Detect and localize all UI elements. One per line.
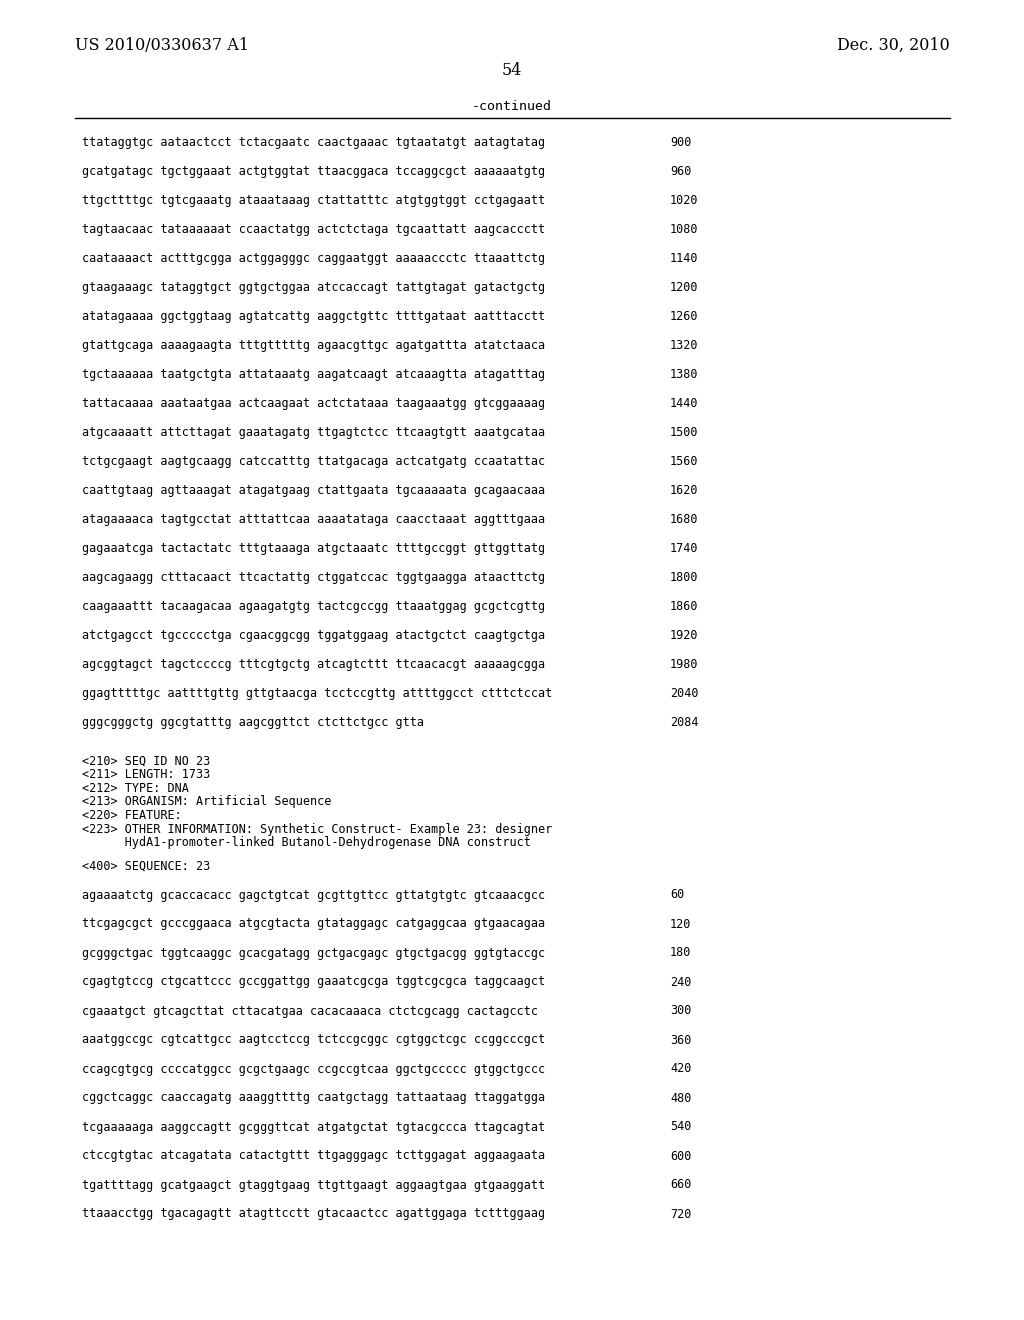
Text: tattacaaaa aaataatgaa actcaagaat actctataaa taagaaatgg gtcggaaaag: tattacaaaa aaataatgaa actcaagaat actctat… [82,397,545,411]
Text: tagtaacaac tataaaaaat ccaactatgg actctctaga tgcaattatt aagcaccctt: tagtaacaac tataaaaaat ccaactatgg actctct… [82,223,545,236]
Text: 1080: 1080 [670,223,698,236]
Text: Dec. 30, 2010: Dec. 30, 2010 [838,37,950,54]
Text: -continued: -continued [472,100,552,114]
Text: 60: 60 [670,888,684,902]
Text: 300: 300 [670,1005,691,1018]
Text: 1020: 1020 [670,194,698,207]
Text: <212> TYPE: DNA: <212> TYPE: DNA [82,781,188,795]
Text: 360: 360 [670,1034,691,1047]
Text: US 2010/0330637 A1: US 2010/0330637 A1 [75,37,249,54]
Text: tctgcgaagt aagtgcaagg catccatttg ttatgacaga actcatgatg ccaatattac: tctgcgaagt aagtgcaagg catccatttg ttatgac… [82,455,545,469]
Text: <213> ORGANISM: Artificial Sequence: <213> ORGANISM: Artificial Sequence [82,796,332,808]
Text: 600: 600 [670,1150,691,1163]
Text: 1140: 1140 [670,252,698,265]
Text: 240: 240 [670,975,691,989]
Text: 480: 480 [670,1092,691,1105]
Text: 180: 180 [670,946,691,960]
Text: agaaaatctg gcaccacacc gagctgtcat gcgttgttcc gttatgtgtc gtcaaacgcc: agaaaatctg gcaccacacc gagctgtcat gcgttgt… [82,888,545,902]
Text: <210> SEQ ID NO 23: <210> SEQ ID NO 23 [82,755,210,768]
Text: atctgagcct tgccccctga cgaacggcgg tggatggaag atactgctct caagtgctga: atctgagcct tgccccctga cgaacggcgg tggatgg… [82,630,545,642]
Text: 960: 960 [670,165,691,178]
Text: HydA1-promoter-linked Butanol-Dehydrogenase DNA construct: HydA1-promoter-linked Butanol-Dehydrogen… [82,836,530,849]
Text: tgctaaaaaa taatgctgta attataaatg aagatcaagt atcaaagtta atagatttag: tgctaaaaaa taatgctgta attataaatg aagatca… [82,368,545,381]
Text: 900: 900 [670,136,691,149]
Text: 1740: 1740 [670,543,698,554]
Text: ttcgagcgct gcccggaaca atgcgtacta gtataggagc catgaggcaa gtgaacagaa: ttcgagcgct gcccggaaca atgcgtacta gtatagg… [82,917,545,931]
Text: gcgggctgac tggtcaaggc gcacgatagg gctgacgagc gtgctgacgg ggtgtaccgc: gcgggctgac tggtcaaggc gcacgatagg gctgacg… [82,946,545,960]
Text: caattgtaag agttaaagat atagatgaag ctattgaata tgcaaaaata gcagaacaaa: caattgtaag agttaaagat atagatgaag ctattga… [82,484,545,498]
Text: 1800: 1800 [670,572,698,583]
Text: aagcagaagg ctttacaact ttcactattg ctggatccac tggtgaagga ataacttctg: aagcagaagg ctttacaact ttcactattg ctggatc… [82,572,545,583]
Text: gggcgggctg ggcgtatttg aagcggttct ctcttctgcc gtta: gggcgggctg ggcgtatttg aagcggttct ctcttct… [82,715,424,729]
Text: <223> OTHER INFORMATION: Synthetic Construct- Example 23: designer: <223> OTHER INFORMATION: Synthetic Const… [82,822,552,836]
Text: 2084: 2084 [670,715,698,729]
Text: caagaaattt tacaagacaa agaagatgtg tactcgccgg ttaaatggag gcgctcgttg: caagaaattt tacaagacaa agaagatgtg tactcgc… [82,601,545,612]
Text: 1680: 1680 [670,513,698,525]
Text: 1920: 1920 [670,630,698,642]
Text: <211> LENGTH: 1733: <211> LENGTH: 1733 [82,768,210,781]
Text: 1320: 1320 [670,339,698,352]
Text: 2040: 2040 [670,686,698,700]
Text: atgcaaaatt attcttagat gaaatagatg ttgagtctcc ttcaagtgtt aaatgcataa: atgcaaaatt attcttagat gaaatagatg ttgagtc… [82,426,545,440]
Text: 420: 420 [670,1063,691,1076]
Text: ttataggtgc aataactcct tctacgaatc caactgaaac tgtaatatgt aatagtatag: ttataggtgc aataactcct tctacgaatc caactga… [82,136,545,149]
Text: 1260: 1260 [670,310,698,323]
Text: <400> SEQUENCE: 23: <400> SEQUENCE: 23 [82,859,210,873]
Text: tgattttagg gcatgaagct gtaggtgaag ttgttgaagt aggaagtgaa gtgaaggatt: tgattttagg gcatgaagct gtaggtgaag ttgttga… [82,1179,545,1192]
Text: 1560: 1560 [670,455,698,469]
Text: 54: 54 [502,62,522,79]
Text: gagaaatcga tactactatc tttgtaaaga atgctaaatc ttttgccggt gttggttatg: gagaaatcga tactactatc tttgtaaaga atgctaa… [82,543,545,554]
Text: cggctcaggc caaccagatg aaaggttttg caatgctagg tattaataag ttaggatgga: cggctcaggc caaccagatg aaaggttttg caatgct… [82,1092,545,1105]
Text: 720: 720 [670,1208,691,1221]
Text: 1860: 1860 [670,601,698,612]
Text: 1200: 1200 [670,281,698,294]
Text: gcatgatagc tgctggaaat actgtggtat ttaacggaca tccaggcgct aaaaaatgtg: gcatgatagc tgctggaaat actgtggtat ttaacgg… [82,165,545,178]
Text: tcgaaaaaga aaggccagtt gcgggttcat atgatgctat tgtacgccca ttagcagtat: tcgaaaaaga aaggccagtt gcgggttcat atgatgc… [82,1121,545,1134]
Text: gtattgcaga aaaagaagta tttgtttttg agaacgttgc agatgattta atatctaaca: gtattgcaga aaaagaagta tttgtttttg agaacgt… [82,339,545,352]
Text: ccagcgtgcg ccccatggcc gcgctgaagc ccgccgtcaa ggctgccccc gtggctgccc: ccagcgtgcg ccccatggcc gcgctgaagc ccgccgt… [82,1063,545,1076]
Text: agcggtagct tagctccccg tttcgtgctg atcagtcttt ttcaacacgt aaaaagcgga: agcggtagct tagctccccg tttcgtgctg atcagtc… [82,657,545,671]
Text: caataaaact actttgcgga actggagggc caggaatggt aaaaaccctc ttaaattctg: caataaaact actttgcgga actggagggc caggaat… [82,252,545,265]
Text: ctccgtgtac atcagatata catactgttt ttgagggagc tcttggagat aggaagaata: ctccgtgtac atcagatata catactgttt ttgaggg… [82,1150,545,1163]
Text: atagaaaaca tagtgcctat atttattcaa aaaatataga caacctaaat aggtttgaaa: atagaaaaca tagtgcctat atttattcaa aaaatat… [82,513,545,525]
Text: 1620: 1620 [670,484,698,498]
Text: cgaaatgct gtcagcttat cttacatgaa cacacaaaca ctctcgcagg cactagcctc: cgaaatgct gtcagcttat cttacatgaa cacacaaa… [82,1005,538,1018]
Text: atatagaaaa ggctggtaag agtatcattg aaggctgttc ttttgataat aatttacctt: atatagaaaa ggctggtaag agtatcattg aaggctg… [82,310,545,323]
Text: 540: 540 [670,1121,691,1134]
Text: ggagtttttgc aattttgttg gttgtaacga tcctccgttg attttggcct ctttctccat: ggagtttttgc aattttgttg gttgtaacga tcctcc… [82,686,552,700]
Text: ttaaacctgg tgacagagtt atagttcctt gtacaactcc agattggaga tctttggaag: ttaaacctgg tgacagagtt atagttcctt gtacaac… [82,1208,545,1221]
Text: 120: 120 [670,917,691,931]
Text: cgagtgtccg ctgcattccc gccggattgg gaaatcgcga tggtcgcgca taggcaagct: cgagtgtccg ctgcattccc gccggattgg gaaatcg… [82,975,545,989]
Text: ttgcttttgc tgtcgaaatg ataaataaag ctattatttc atgtggtggt cctgagaatt: ttgcttttgc tgtcgaaatg ataaataaag ctattat… [82,194,545,207]
Text: 1440: 1440 [670,397,698,411]
Text: 1380: 1380 [670,368,698,381]
Text: 660: 660 [670,1179,691,1192]
Text: 1980: 1980 [670,657,698,671]
Text: aaatggccgc cgtcattgcc aagtcctccg tctccgcggc cgtggctcgc ccggcccgct: aaatggccgc cgtcattgcc aagtcctccg tctccgc… [82,1034,545,1047]
Text: 1500: 1500 [670,426,698,440]
Text: gtaagaaagc tataggtgct ggtgctggaa atccaccagt tattgtagat gatactgctg: gtaagaaagc tataggtgct ggtgctggaa atccacc… [82,281,545,294]
Text: <220> FEATURE:: <220> FEATURE: [82,809,181,822]
